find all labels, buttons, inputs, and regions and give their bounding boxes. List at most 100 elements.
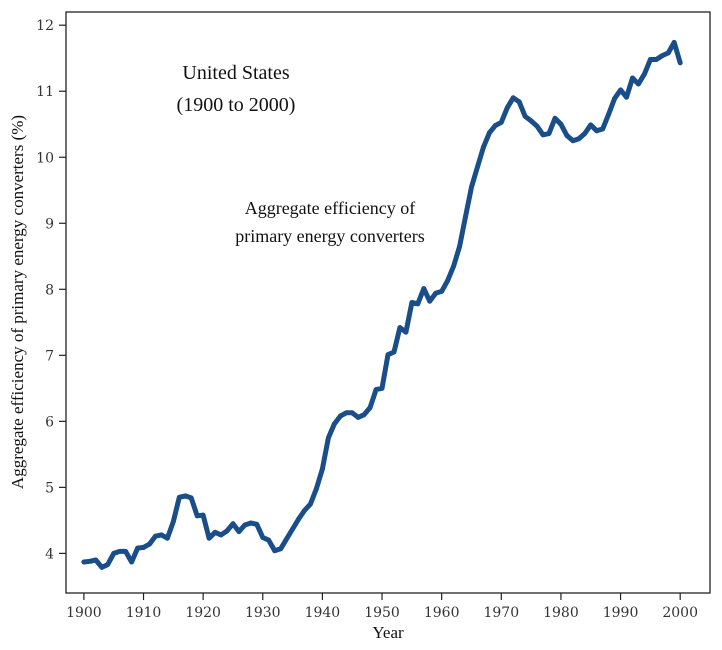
x-tick-label: 1910 [126, 605, 162, 621]
y-tick-label: 6 [45, 414, 54, 430]
data-point [111, 551, 117, 556]
data-point [600, 126, 606, 132]
data-point [314, 486, 319, 492]
data-point [260, 535, 266, 540]
x-tick-label: 1940 [305, 605, 341, 621]
data-point [153, 533, 158, 539]
data-point [475, 164, 480, 170]
data-point [248, 520, 254, 526]
data-point [469, 184, 474, 190]
data-point [81, 559, 87, 565]
data-point [326, 435, 331, 441]
data-point [194, 513, 200, 519]
y-tick-label: 12 [36, 18, 54, 34]
data-point [659, 53, 665, 58]
x-axis: 1900 1910 1920 1930 1940 1950 1960 1970 1980 1990… [66, 593, 698, 621]
data-point [630, 75, 635, 81]
x-tick-label: 1960 [424, 605, 460, 621]
data-point [278, 546, 284, 552]
data-point [463, 214, 468, 220]
data-point [147, 541, 152, 547]
data-point [403, 329, 409, 335]
data-point [212, 529, 218, 535]
y-axis: 4 5 6 7 8 9 10 11 12 [36, 18, 66, 562]
data-point [487, 130, 492, 136]
y-tick-label: 11 [36, 84, 54, 100]
data-point [558, 121, 564, 127]
data-point [427, 298, 433, 304]
data-point [290, 526, 295, 532]
y-tick-label: 5 [45, 480, 54, 496]
data-point [570, 138, 576, 144]
annotation-line-1: Aggregate efficiency of [245, 198, 416, 218]
x-tick-label: 1990 [603, 605, 639, 621]
data-point [236, 529, 242, 534]
efficiency-line [81, 39, 683, 570]
data-point [182, 493, 188, 499]
data-point [397, 325, 403, 330]
x-tick-label: 1950 [364, 605, 400, 621]
data-point [373, 387, 379, 392]
data-point [176, 494, 182, 500]
data-point [653, 57, 659, 62]
data-point [671, 40, 677, 45]
data-point [481, 144, 486, 150]
y-tick-label: 10 [36, 150, 54, 166]
annotation-line-2: primary energy converters [235, 226, 425, 246]
data-point [320, 466, 325, 472]
data-point [266, 537, 272, 543]
data-point [123, 549, 128, 554]
data-points [81, 40, 683, 570]
plot-frame [65, 11, 711, 594]
x-tick-label: 1930 [245, 605, 281, 621]
data-point [170, 519, 176, 525]
data-point [379, 385, 385, 391]
data-point [93, 557, 99, 563]
data-point [642, 71, 647, 77]
data-point [159, 532, 164, 538]
data-point [439, 288, 445, 294]
data-point [612, 96, 617, 101]
y-tick-label: 7 [45, 348, 54, 364]
data-point [552, 115, 558, 121]
data-point [516, 99, 522, 105]
data-point [677, 60, 683, 66]
data-point [451, 263, 456, 269]
data-point [528, 118, 534, 124]
data-point [540, 132, 546, 138]
data-point [230, 521, 236, 527]
x-tick-label: 1920 [185, 605, 221, 621]
data-point [224, 528, 230, 534]
data-point [284, 536, 289, 542]
data-point [648, 57, 653, 62]
data-point [99, 564, 105, 570]
data-point [272, 548, 278, 554]
data-point [349, 410, 355, 416]
data-point [546, 131, 552, 136]
data-point [445, 278, 450, 284]
data-point [391, 349, 397, 355]
data-point [409, 300, 415, 305]
data-point [498, 119, 504, 125]
data-point [636, 81, 641, 87]
data-point [624, 94, 629, 100]
data-point [337, 413, 343, 419]
data-point [206, 535, 212, 541]
data-point [200, 512, 206, 518]
data-point [594, 128, 600, 134]
data-point [510, 95, 516, 101]
data-point [361, 412, 367, 418]
data-point [522, 113, 528, 119]
data-point [576, 136, 582, 142]
data-point [492, 123, 498, 128]
data-point [415, 301, 421, 307]
data-point [421, 286, 427, 291]
data-point [504, 105, 510, 111]
data-point [588, 122, 594, 128]
data-point [367, 405, 373, 410]
data-point [129, 559, 135, 565]
data-point [302, 508, 307, 513]
data-point [343, 410, 349, 416]
data-point [242, 522, 248, 528]
